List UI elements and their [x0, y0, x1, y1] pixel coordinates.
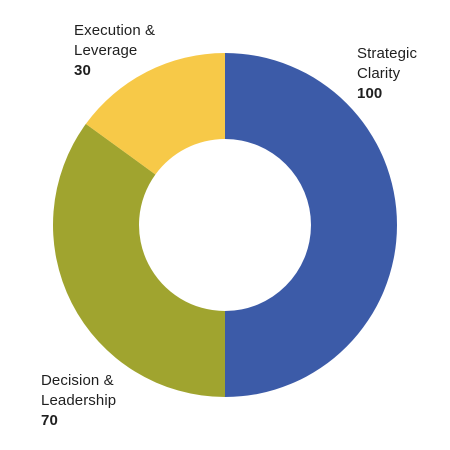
donut-slice-strategic-clarity: [225, 53, 397, 397]
slice-value: 70: [41, 412, 58, 429]
slice-name: Execution & Leverage: [74, 22, 156, 59]
slice-value: 30: [74, 62, 91, 79]
slice-label-execution-leverage: Execution & Leverage 30: [74, 21, 155, 81]
donut-slice-execution-leverage: [85, 53, 225, 175]
slice-name: Strategic Clarity: [357, 45, 418, 82]
slice-value: 100: [357, 85, 383, 102]
slice-label-strategic-clarity: Strategic Clarity 100: [357, 44, 417, 104]
donut-slice-decision-leadership: [53, 123, 225, 397]
slice-label-decision-leadership: Decision & Leadership 70: [41, 371, 116, 431]
slice-name: Decision & Leadership: [41, 372, 117, 409]
